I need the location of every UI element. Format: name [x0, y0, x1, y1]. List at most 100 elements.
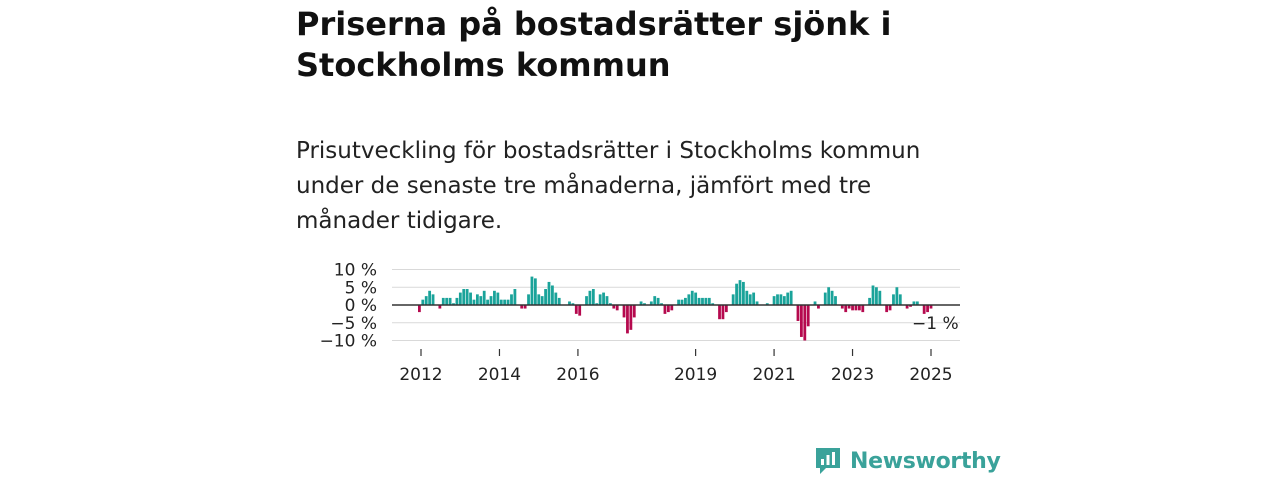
bar: [888, 305, 892, 311]
bar: [557, 297, 561, 305]
bar: [598, 294, 602, 305]
bar: [823, 292, 827, 305]
bar: [438, 305, 442, 309]
bar: [632, 305, 636, 318]
bar: [885, 305, 889, 313]
bar: [475, 294, 479, 305]
bar: [690, 290, 694, 305]
bar: [861, 305, 865, 313]
bar: [643, 303, 646, 305]
bar: [827, 287, 831, 305]
bar: [441, 297, 445, 305]
bar: [666, 305, 670, 313]
bar: [649, 301, 653, 305]
x-tick-label: 2012: [399, 365, 442, 385]
x-axis: 2012 2014 2016 2019 2021 2023 2025: [399, 349, 953, 385]
bar: [926, 305, 929, 313]
bar: [892, 294, 895, 305]
bar: [496, 292, 500, 305]
bar: [701, 297, 704, 305]
bar: [547, 281, 551, 305]
bar: [694, 292, 698, 305]
bar: [834, 296, 837, 306]
bar: [806, 305, 810, 327]
bar: [745, 290, 749, 305]
bar: [448, 297, 452, 305]
bar: [605, 296, 609, 306]
bar: [571, 303, 575, 305]
y-axis-labels: 10 %5 %0 %−5 %−10 %: [320, 261, 377, 352]
y-tick-label: 10 %: [334, 261, 377, 281]
bar: [684, 297, 687, 305]
bar: [424, 296, 428, 306]
bar: [875, 287, 878, 305]
bar: [568, 301, 571, 305]
bar: [660, 303, 663, 305]
bar: [922, 305, 926, 314]
bar: [670, 305, 674, 311]
bar: [431, 294, 435, 305]
bar: [523, 305, 527, 309]
bar: [915, 301, 919, 305]
bar: [595, 303, 599, 305]
bar: [844, 305, 848, 313]
bar: [929, 305, 933, 309]
bar: [578, 305, 582, 316]
bar: [465, 289, 469, 305]
bar: [803, 305, 807, 341]
chart-gridlines: [392, 269, 960, 341]
bar: [796, 305, 800, 321]
bar: [513, 289, 517, 305]
y-tick-label: −5 %: [330, 314, 377, 334]
bar: [479, 296, 483, 306]
bar: [854, 305, 858, 311]
y-tick-label: −10 %: [320, 332, 377, 352]
bar: [462, 289, 466, 305]
bar: [622, 305, 626, 318]
bar: [503, 299, 507, 305]
bar: [830, 290, 834, 305]
bar: [909, 305, 912, 307]
bar: [786, 292, 790, 305]
y-tick-label: 0 %: [345, 296, 377, 316]
bar: [782, 296, 786, 306]
bar: [905, 305, 909, 309]
bar: [895, 287, 899, 305]
bar: [533, 278, 537, 306]
bar: [857, 305, 861, 311]
bar: [912, 301, 916, 305]
bar: [704, 297, 708, 305]
bar: [898, 294, 902, 305]
bar: [755, 301, 759, 305]
x-tick-label: 2025: [909, 365, 952, 385]
x-tick-label: 2014: [478, 365, 521, 385]
bar: [687, 294, 691, 305]
bar: [551, 285, 554, 305]
bar: [697, 297, 701, 305]
bar: [817, 305, 820, 309]
bar: [680, 299, 684, 305]
bar: [677, 299, 681, 305]
bar: [482, 290, 486, 305]
bar: [626, 305, 629, 334]
bar: [493, 290, 496, 305]
bar: [602, 292, 605, 305]
bar: [510, 294, 513, 305]
bar: [776, 294, 779, 305]
x-tick-label: 2023: [831, 365, 874, 385]
bar: [458, 292, 462, 305]
bar: [530, 276, 534, 305]
x-tick-label: 2019: [674, 365, 717, 385]
bar: [742, 281, 745, 305]
bar: [799, 305, 803, 337]
bar: [711, 303, 715, 305]
bar: [840, 305, 844, 309]
bar: [878, 290, 882, 305]
price-change-chart: 10 %5 %0 %−5 %−10 % 2012 2014 2016 2019 2021…: [320, 261, 960, 385]
bar: [452, 303, 455, 305]
bar: [421, 299, 425, 305]
bar: [489, 296, 493, 306]
bar: [731, 294, 735, 305]
bar: [639, 301, 643, 305]
bar: [735, 283, 738, 305]
